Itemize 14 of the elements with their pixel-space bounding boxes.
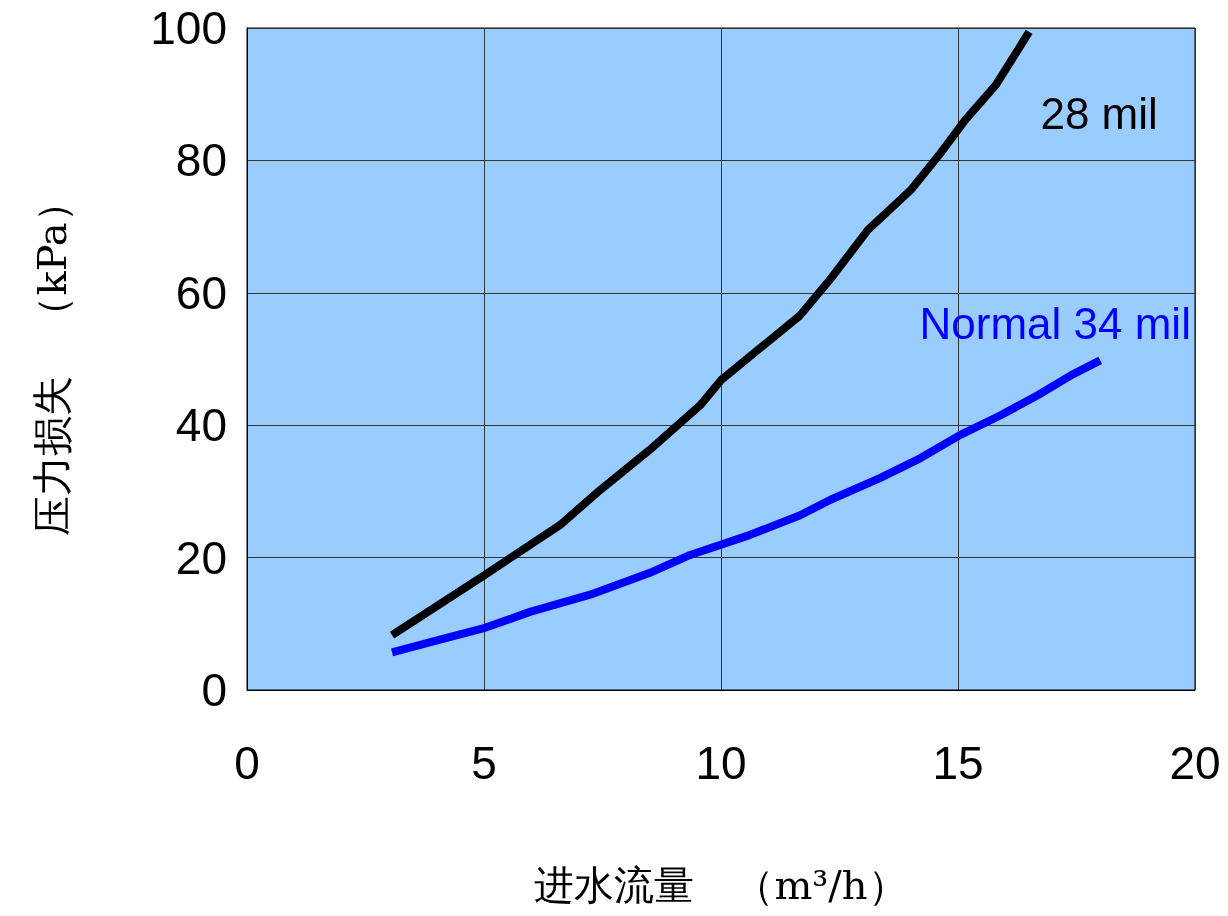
x-tick-label: 10 bbox=[695, 737, 747, 789]
y-axis-title: 压力损失 （kPa） bbox=[29, 182, 75, 536]
y-tick-label: 80 bbox=[175, 134, 227, 187]
x-tick-label: 0 bbox=[234, 737, 260, 789]
x-axis-title: 进水流量 （m³/h） bbox=[534, 862, 908, 908]
y-tick-label: 0 bbox=[201, 664, 227, 716]
y-tick-label: 20 bbox=[175, 531, 227, 584]
x-tick-label: 15 bbox=[932, 737, 984, 789]
x-tick-label: 5 bbox=[471, 737, 497, 789]
x-tick-label: 20 bbox=[1169, 737, 1221, 789]
y-tick-label: 100 bbox=[150, 2, 227, 54]
y-tick-label: 60 bbox=[175, 266, 227, 319]
y-tick-label: 40 bbox=[175, 399, 227, 452]
series-label: 28 mil bbox=[1040, 89, 1158, 139]
